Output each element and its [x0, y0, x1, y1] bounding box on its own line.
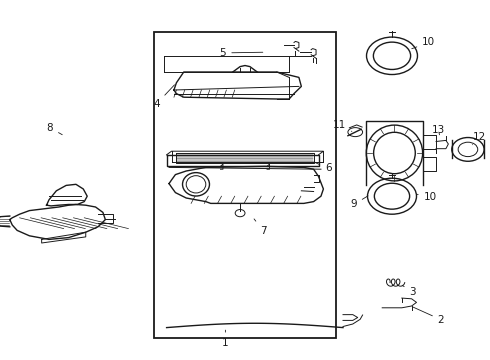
- Text: 7: 7: [254, 219, 267, 236]
- Text: 1: 1: [222, 330, 229, 348]
- Text: 10: 10: [412, 37, 435, 49]
- Text: 3: 3: [402, 285, 416, 297]
- Text: 12: 12: [472, 132, 486, 145]
- Text: 11: 11: [333, 120, 352, 131]
- Bar: [154, 32, 336, 338]
- Text: 2: 2: [413, 307, 444, 325]
- Text: 13: 13: [432, 125, 445, 135]
- Text: 9: 9: [350, 196, 368, 210]
- Text: 10: 10: [417, 192, 437, 202]
- Text: 8: 8: [47, 123, 62, 135]
- Text: 4: 4: [153, 85, 174, 109]
- Text: 6: 6: [314, 162, 332, 173]
- Text: 5: 5: [220, 48, 263, 58]
